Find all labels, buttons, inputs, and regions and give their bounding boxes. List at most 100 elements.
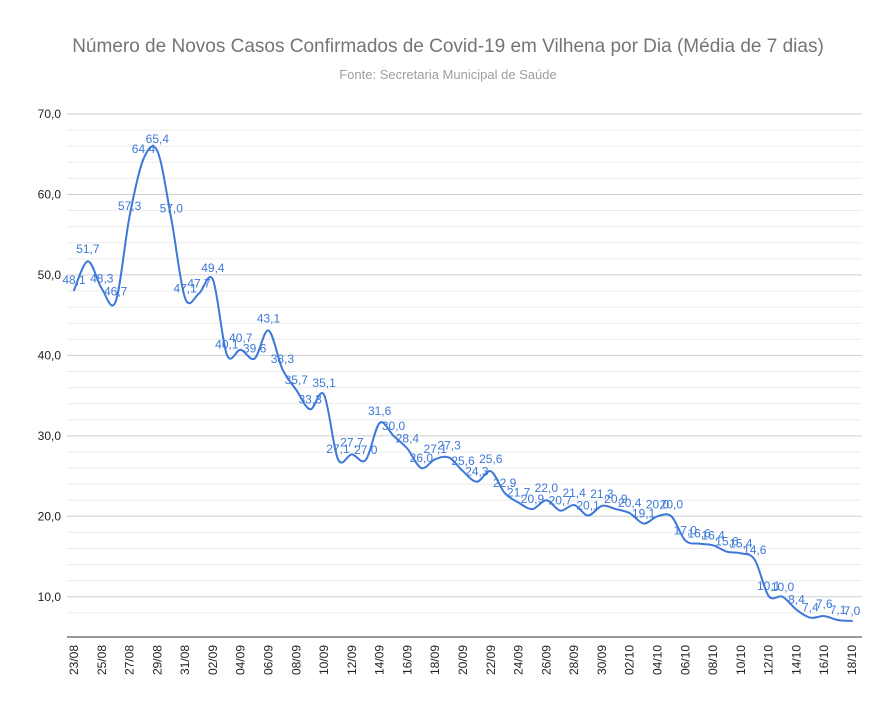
data-label: 51,7 [76, 242, 100, 256]
data-label: 7,1 [830, 603, 847, 617]
y-tick-label: 70,0 [38, 107, 62, 121]
data-label: 39,6 [243, 342, 267, 356]
data-label: 27,1 [326, 442, 350, 456]
data-label: 49,4 [201, 261, 225, 275]
x-tick-label: 04/10 [651, 645, 665, 675]
data-label: 25,6 [451, 454, 475, 468]
data-label: 48,1 [62, 273, 86, 287]
x-tick-label: 22/09 [484, 645, 498, 675]
data-label: 17,0 [674, 523, 698, 537]
x-tick-label: 20/09 [456, 645, 470, 675]
data-label: 24,3 [465, 465, 489, 479]
y-tick-label: 20,0 [38, 509, 62, 523]
data-label: 20,9 [604, 492, 628, 506]
data-label: 7,0 [844, 604, 861, 618]
data-label: 43,1 [257, 311, 281, 325]
data-label: 20,4 [618, 496, 642, 510]
x-axis: 23/08 25/08 27/08 29/08 31/08 02/09 04/09 06/09… [67, 645, 859, 675]
data-label: 22,9 [493, 476, 517, 490]
y-axis: 10,0 20,0 30,0 40,0 50,0 60,0 70,0 [38, 107, 62, 604]
data-label: 15,6 [715, 535, 739, 549]
x-tick-label: 08/09 [289, 645, 303, 675]
x-tick-label: 31/08 [178, 645, 192, 675]
data-label: 27,3 [437, 439, 461, 453]
data-label: 10,1 [757, 579, 781, 593]
data-label: 21,4 [562, 486, 586, 500]
data-label: 19,1 [632, 507, 656, 521]
data-label: 16,4 [701, 528, 725, 542]
x-tick-label: 26/09 [539, 645, 553, 675]
data-label: 26,0 [410, 451, 434, 465]
x-tick-label: 02/09 [206, 645, 220, 675]
data-label: 47,7 [187, 276, 211, 290]
data-label: 20,9 [521, 492, 545, 506]
data-label: 10,0 [771, 580, 795, 594]
data-label: 7,6 [816, 597, 833, 611]
data-label: 40,1 [215, 338, 239, 352]
x-tick-label: 06/10 [678, 645, 692, 675]
data-label: 65,4 [146, 132, 170, 146]
x-tick-label: 06/09 [262, 645, 276, 675]
data-label: 20,0 [660, 497, 684, 511]
x-tick-label: 14/10 [789, 645, 803, 675]
x-tick-label: 27/08 [123, 645, 137, 675]
data-label: 27,1 [424, 442, 448, 456]
data-label: 27,7 [340, 435, 364, 449]
data-label: 21,3 [590, 487, 614, 501]
x-tick-label: 04/09 [234, 645, 248, 675]
data-labels: 48,1 51,7 48,346,7 57,3 64,465,4 57,0 47,147,7… [62, 132, 860, 618]
data-label: 15,4 [729, 536, 753, 550]
data-label: 27,0 [354, 443, 378, 457]
data-label: 38,3 [271, 352, 295, 366]
data-label: 31,6 [368, 404, 392, 418]
x-tick-label: 08/10 [706, 645, 720, 675]
data-label: 48,3 [90, 272, 114, 286]
y-tick-label: 50,0 [38, 268, 62, 282]
data-label: 40,7 [229, 331, 253, 345]
data-label: 28,4 [396, 432, 420, 446]
data-label: 20,1 [576, 499, 600, 513]
x-tick-label: 16/09 [400, 645, 414, 675]
y-tick-label: 40,0 [38, 348, 62, 362]
y-tick-label: 10,0 [38, 590, 62, 604]
x-tick-label: 24/09 [512, 645, 526, 675]
x-tick-label: 28/09 [567, 645, 581, 675]
x-tick-label: 10/09 [317, 645, 331, 675]
x-tick-label: 16/10 [817, 645, 831, 675]
chart-title: Número de Novos Casos Confirmados de Cov… [72, 36, 824, 57]
data-label: 30,0 [382, 419, 406, 433]
x-tick-label: 25/08 [95, 645, 109, 675]
x-tick-label: 29/08 [150, 645, 164, 675]
data-label: 16,6 [687, 527, 711, 541]
data-label: 20,0 [646, 497, 670, 511]
x-tick-label: 30/09 [595, 645, 609, 675]
data-label: 57,3 [118, 199, 142, 213]
x-tick-label: 10/10 [734, 645, 748, 675]
data-label: 46,7 [104, 284, 128, 298]
data-label: 35,7 [285, 373, 309, 387]
chart-subtitle: Fonte: Secretaria Municipal de Saúde [339, 67, 557, 82]
x-tick-label: 12/10 [762, 645, 776, 675]
data-label: 21,7 [507, 486, 531, 500]
y-tick-label: 30,0 [38, 429, 62, 443]
data-label: 8,4 [788, 593, 805, 607]
data-label: 64,4 [132, 142, 156, 156]
data-label: 47,1 [173, 281, 197, 295]
y-tick-label: 60,0 [38, 187, 62, 201]
data-label: 14,6 [743, 543, 767, 557]
data-label: 35,1 [312, 376, 336, 390]
data-label: 33,3 [298, 392, 322, 406]
x-tick-label: 12/09 [345, 645, 359, 675]
gridlines [67, 113, 862, 614]
series-line [73, 145, 853, 622]
data-label: 22,0 [535, 481, 559, 495]
data-label: 7,4 [802, 601, 819, 615]
x-tick-label: 14/09 [373, 645, 387, 675]
x-tick-label: 18/09 [428, 645, 442, 675]
data-label: 57,0 [160, 202, 184, 216]
x-tick-label: 18/10 [845, 645, 859, 675]
data-label: 20,7 [549, 494, 573, 508]
data-label: 25,6 [479, 452, 503, 466]
